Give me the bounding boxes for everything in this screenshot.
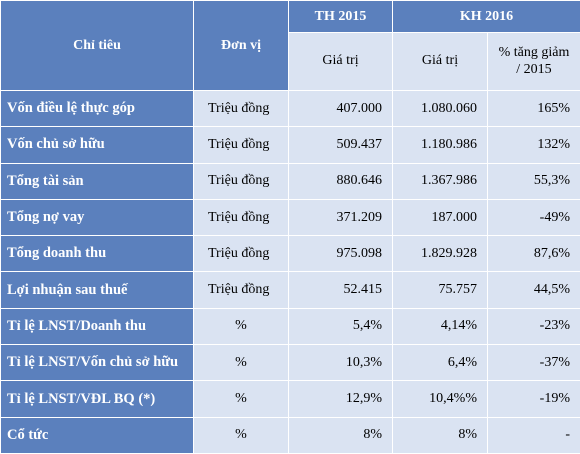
row-th2015: 5,4% — [288, 307, 393, 346]
row-unit: % — [193, 307, 289, 346]
row-th2015: 880.646 — [288, 162, 393, 200]
row-kh2016: 1.829.928 — [392, 235, 488, 273]
row-label: Cổ tức — [0, 416, 194, 454]
row-kh2016: 187.000 — [392, 198, 488, 237]
subheader-value-2015: Giá trị — [288, 32, 393, 91]
row-change: 165% — [487, 89, 580, 128]
header-th2015: TH 2015 — [288, 0, 393, 33]
row-th2015: 407.000 — [288, 89, 393, 128]
row-th2015: 12,9% — [288, 380, 393, 418]
row-unit: % — [193, 344, 289, 382]
header-kh2016: KH 2016 — [392, 0, 580, 33]
row-label: Tỉ lệ LNST/Doanh thu — [0, 307, 194, 346]
row-change: 87,6% — [487, 235, 580, 273]
row-change: -37% — [487, 344, 580, 382]
row-change: 44,5% — [487, 271, 580, 309]
table-row: Tỉ lệ LNST/Vốn chủ sở hữu% 10,3% 6,4% -37% — [0, 344, 580, 382]
row-kh2016: 8% — [392, 416, 488, 454]
row-label: Tỉ lệ LNST/VĐL BQ (*) — [0, 380, 194, 418]
row-label: Lợi nhuận sau thuế — [0, 271, 194, 309]
subheader-value-2016: Giá trị — [392, 32, 488, 91]
row-th2015: 10,3% — [288, 344, 393, 382]
table-row: Tỉ lệ LNST/VĐL BQ (*)% 12,9% 10,4%% -19% — [0, 380, 580, 418]
row-kh2016: 10,4%% — [392, 380, 488, 418]
row-kh2016: 6,4% — [392, 344, 488, 382]
row-th2015: 52.415 — [288, 271, 393, 309]
row-label: Tỉ lệ LNST/Vốn chủ sở hữu — [0, 344, 194, 382]
row-unit: Triệu đồng — [193, 271, 289, 309]
row-unit: Triệu đồng — [193, 126, 289, 164]
row-change: 132% — [487, 126, 580, 164]
row-change: -19% — [487, 380, 580, 418]
table-row: Tỉ lệ LNST/Doanh thu% 5,4% 4,14% -23% — [0, 307, 580, 346]
row-change: -49% — [487, 198, 580, 237]
row-th2015: 371.209 — [288, 198, 393, 237]
row-unit: % — [193, 416, 289, 454]
row-label: Vốn chủ sở hữu — [0, 126, 194, 164]
row-unit: Triệu đồng — [193, 235, 289, 273]
row-label: Tổng doanh thu — [0, 235, 194, 273]
row-unit: Triệu đồng — [193, 89, 289, 128]
table-row: Cổ tức% 8% 8% - — [0, 416, 580, 454]
row-unit: Triệu đồng — [193, 162, 289, 200]
table-row: Vốn điều lệ thực góp Triệu đồng 407.000 1.0… — [0, 89, 580, 128]
table-row: Tổng nợ vay Triệu đồng 371.209 187.000 -49% — [0, 198, 580, 237]
row-label: Tổng nợ vay — [0, 198, 194, 237]
row-th2015: 975.098 — [288, 235, 393, 273]
row-kh2016: 1.180.986 — [392, 126, 488, 164]
row-th2015: 509.437 — [288, 126, 393, 164]
row-change: - — [487, 416, 580, 454]
table-row: Tổng doanh thu Triệu đồng 975.098 1.829.928… — [0, 235, 580, 273]
row-kh2016: 1.080.060 — [392, 89, 488, 128]
row-th2015: 8% — [288, 416, 393, 454]
row-kh2016: 75.757 — [392, 271, 488, 309]
table-row: Vốn chủ sở hữu Triệu đồng 509.437 1.180.986… — [0, 126, 580, 164]
row-unit: % — [193, 380, 289, 418]
header-unit: Đơn vị — [193, 0, 289, 91]
row-kh2016: 1.367.986 — [392, 162, 488, 200]
row-change: -23% — [487, 307, 580, 346]
table-body: Vốn điều lệ thực góp Triệu đồng 407.000 1.0… — [0, 89, 580, 454]
row-change: 55,3% — [487, 162, 580, 200]
table-row: Lợi nhuận sau thuế Triệu đồng 52.415 75.757… — [0, 271, 580, 309]
row-label: Vốn điều lệ thực góp — [0, 89, 194, 128]
row-kh2016: 4,14% — [392, 307, 488, 346]
subheader-change: % tăng giảm / 2015 — [487, 32, 580, 91]
table-row: Tổng tài sản Triệu đồng 880.646 1.367.986 55… — [0, 162, 580, 200]
row-label: Tổng tài sản — [0, 162, 194, 200]
row-unit: Triệu đồng — [193, 198, 289, 237]
header-indicator: Chỉ tiêu — [0, 0, 194, 91]
